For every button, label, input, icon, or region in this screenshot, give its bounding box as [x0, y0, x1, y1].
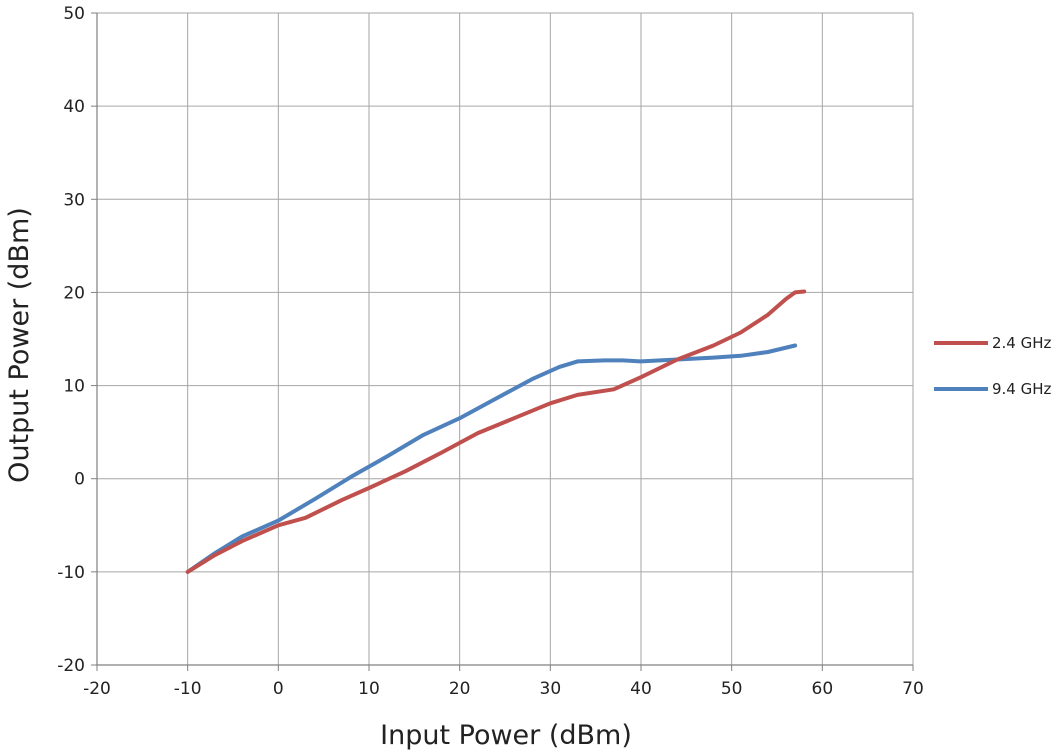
y-tick-label: 40	[63, 97, 85, 117]
x-tick-label: 30	[540, 679, 562, 699]
legend-label: 9.4 GHz	[992, 380, 1052, 398]
x-axis-ticks: -20 -10 0 10 20 30 40 50 60 70	[83, 665, 924, 699]
x-tick-label: 40	[630, 679, 652, 699]
series-lines	[185, 289, 807, 574]
y-tick-label: 20	[63, 283, 85, 303]
x-tick-label: 50	[721, 679, 743, 699]
legend: 2.4 GHz 9.4 GHz	[934, 334, 1052, 398]
x-tick-label: 20	[449, 679, 471, 699]
y-tick-label: 30	[63, 190, 85, 210]
x-tick-label: 0	[273, 679, 284, 699]
y-tick-label: 10	[63, 377, 85, 397]
series-line-2.4-ghz	[185, 289, 807, 574]
x-axis-title: Input Power (dBm)	[380, 720, 632, 751]
series-line-9.4-ghz	[185, 343, 798, 574]
y-tick-label: 0	[74, 470, 85, 490]
x-tick-label: 70	[902, 679, 924, 699]
grid-lines	[96, 12, 914, 666]
x-tick-label: -20	[83, 679, 111, 699]
x-tick-label: 10	[358, 679, 380, 699]
x-tick-label: -10	[174, 679, 202, 699]
y-axis-ticks: -20 -10 0 10 20 30 40 50	[57, 4, 97, 676]
legend-label: 2.4 GHz	[992, 334, 1052, 352]
y-tick-label: 50	[63, 4, 85, 24]
y-axis-title: Output Power (dBm)	[4, 207, 35, 483]
y-tick-label: -20	[57, 656, 85, 676]
x-tick-label: 60	[812, 679, 834, 699]
y-tick-label: -10	[57, 563, 85, 583]
